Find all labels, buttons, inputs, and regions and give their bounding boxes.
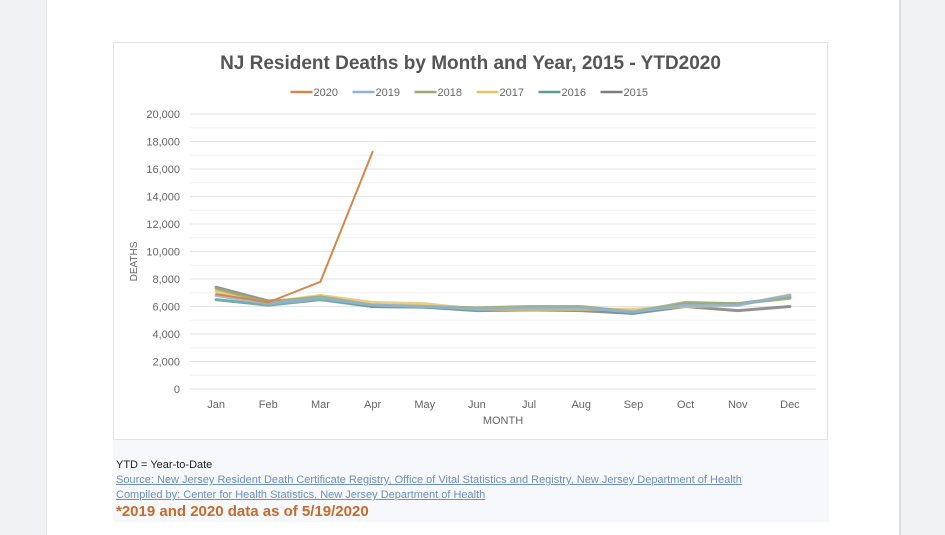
x-tick-label: Nov bbox=[728, 399, 748, 411]
y-tick-label: 6,000 bbox=[152, 302, 180, 314]
y-tick-label: 18,000 bbox=[146, 137, 180, 149]
chart-container: NJ Resident Deaths by Month and Year, 20… bbox=[113, 42, 828, 440]
x-tick-label: Jan bbox=[207, 399, 225, 411]
y-tick-label: 12,000 bbox=[146, 219, 180, 231]
x-tick-label: Apr bbox=[364, 399, 381, 411]
x-tick-label: May bbox=[414, 399, 435, 411]
x-tick-label: Oct bbox=[677, 399, 694, 411]
y-tick-label: 8,000 bbox=[152, 274, 180, 286]
chart-title: NJ Resident Deaths by Month and Year, 20… bbox=[220, 53, 721, 74]
x-tick-label: Feb bbox=[259, 399, 278, 411]
x-tick-label: Aug bbox=[571, 399, 591, 411]
y-tick-label: 14,000 bbox=[146, 192, 180, 204]
legend-label-2019: 2019 bbox=[376, 87, 400, 99]
compiled-by-link[interactable]: Compiled by: Center for Health Statistic… bbox=[116, 489, 486, 501]
line-chart: 0 2,000 4,000 6,000 8,000 10,000 12,000 14,000 1… bbox=[129, 87, 816, 427]
y-tick-label: 16,000 bbox=[146, 164, 180, 176]
series-line-2019 bbox=[214, 294, 792, 314]
chart-notes: YTD = Year-to-Date Source: New Jersey Re… bbox=[113, 440, 829, 522]
legend-label-2017: 2017 bbox=[500, 87, 524, 99]
source-link[interactable]: Source: New Jersey Resident Death Certif… bbox=[116, 474, 742, 486]
series-line-2020 bbox=[215, 150, 374, 304]
legend-label-2020: 2020 bbox=[314, 87, 338, 99]
legend-label-2016: 2016 bbox=[562, 87, 586, 99]
x-tick-label: Jul bbox=[522, 399, 536, 411]
y-tick-label: 20,000 bbox=[146, 109, 180, 121]
ytd-note: YTD = Year-to-Date bbox=[116, 459, 213, 471]
y-tick-label: 10,000 bbox=[146, 247, 180, 259]
x-tick-label: Dec bbox=[780, 399, 800, 411]
y-axis-title: DEATHS bbox=[129, 241, 140, 281]
y-tick-label: 4,000 bbox=[152, 329, 180, 341]
x-tick-label: Sep bbox=[624, 399, 644, 411]
y-tick-label: 0 bbox=[174, 384, 180, 396]
x-tick-label: Mar bbox=[311, 399, 330, 411]
x-axis-title: MONTH bbox=[483, 415, 523, 427]
y-tick-label: 2,000 bbox=[152, 357, 180, 369]
x-tick-label: Jun bbox=[468, 399, 486, 411]
legend-label-2015: 2015 bbox=[624, 87, 648, 99]
data-as-of-note: *2019 and 2020 data as of 5/19/2020 bbox=[116, 503, 369, 520]
legend-label-2018: 2018 bbox=[438, 87, 462, 99]
